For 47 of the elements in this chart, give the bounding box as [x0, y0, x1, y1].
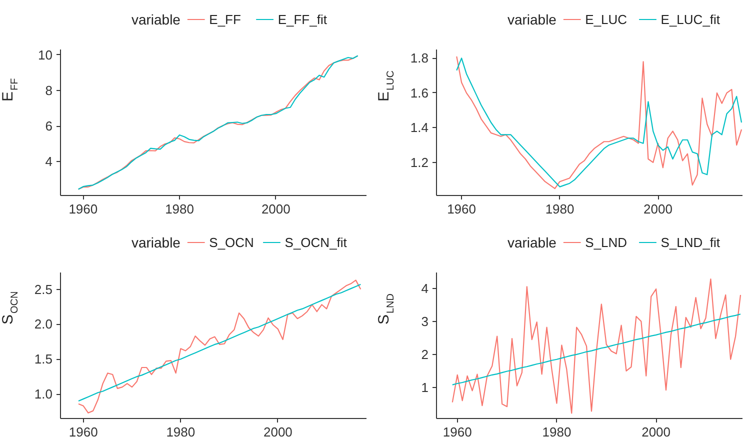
y-tick-label: 6: [45, 118, 53, 134]
legend-label: S_LND: [585, 235, 628, 250]
y-tick-label: 2.0: [34, 316, 53, 332]
x-tick-label: 2000: [264, 424, 292, 440]
y-tick-label: 10: [38, 47, 53, 62]
legend-title: variable: [131, 234, 181, 250]
y-tick-label: 4: [45, 154, 53, 170]
legend-title: variable: [507, 12, 557, 28]
x-tick-label: 2000: [261, 202, 290, 216]
x-tick-label: 1960: [447, 202, 476, 216]
line-series: [78, 55, 358, 190]
legend-label: E_FF: [209, 12, 241, 27]
y-tick-label: 3: [421, 314, 429, 329]
x-tick-label: 1980: [545, 202, 574, 216]
y-tick-label: 2.5: [34, 282, 53, 297]
x-tick-label: 1960: [68, 202, 98, 216]
line-series: [452, 314, 742, 386]
y-tick-label: 1.5: [34, 352, 53, 367]
y-tick-label: 1: [421, 380, 429, 395]
x-tick-label: 1980: [165, 202, 194, 216]
x-tick-label: 1980: [542, 424, 572, 440]
x-tick-label: 1960: [442, 424, 472, 440]
legend-label: E_FF_fit: [278, 12, 328, 27]
y-tick-label: 1.6: [410, 85, 429, 100]
y-tick-label: 1.4: [410, 120, 429, 136]
y-axis-title: SLND: [376, 293, 396, 324]
legend-label: S_LND_fit: [660, 235, 720, 250]
legend-label: S_OCN_fit: [284, 235, 348, 250]
legend-title: variable: [131, 12, 181, 28]
y-tick-label: 1.0: [34, 386, 53, 402]
line-series: [452, 278, 742, 414]
y-tick-label: 1.2: [410, 154, 429, 170]
y-axis-title: SOCN: [0, 291, 20, 324]
legend-label: E_LUC_fit: [660, 12, 720, 27]
legend-label: S_OCN: [209, 235, 254, 250]
x-tick-label: 1960: [68, 424, 98, 440]
y-tick-label: 1.8: [410, 50, 429, 66]
legend-label: E_LUC: [585, 12, 628, 27]
x-tick-label: 2000: [642, 424, 671, 440]
x-tick-label: 2000: [644, 202, 672, 216]
y-tick-label: 8: [45, 82, 53, 98]
x-tick-label: 1980: [166, 424, 196, 440]
y-axis-title: EFF: [0, 78, 20, 102]
legend-title: variable: [507, 234, 557, 250]
y-tick-label: 4: [421, 280, 429, 296]
y-axis-title: ELUC: [376, 70, 396, 102]
y-tick-label: 2: [421, 346, 429, 362]
